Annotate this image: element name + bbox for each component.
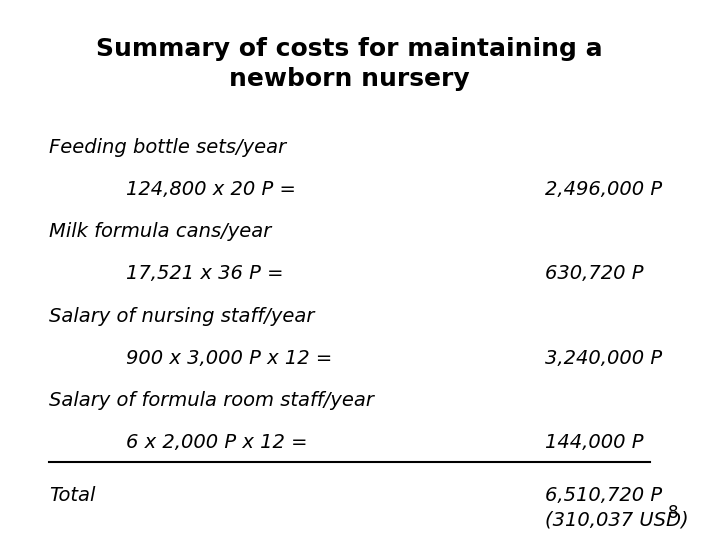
Text: 630,720 P: 630,720 P <box>545 265 644 284</box>
Text: 17,521 x 36 P =: 17,521 x 36 P = <box>126 265 284 284</box>
Text: Milk formula cans/year: Milk formula cans/year <box>49 222 271 241</box>
Text: 6 x 2,000 P x 12 =: 6 x 2,000 P x 12 = <box>126 433 307 451</box>
Text: 900 x 3,000 P x 12 =: 900 x 3,000 P x 12 = <box>126 349 332 368</box>
Text: 124,800 x 20 P =: 124,800 x 20 P = <box>126 180 296 199</box>
Text: 2,496,000 P: 2,496,000 P <box>545 180 662 199</box>
Text: Summary of costs for maintaining a
newborn nursery: Summary of costs for maintaining a newbo… <box>96 37 603 91</box>
Text: Salary of formula room staff/year: Salary of formula room staff/year <box>49 390 374 410</box>
Text: Salary of nursing staff/year: Salary of nursing staff/year <box>49 307 315 326</box>
Text: 144,000 P: 144,000 P <box>545 433 644 451</box>
Text: 8: 8 <box>667 503 678 522</box>
Text: Total: Total <box>49 486 95 505</box>
Text: Feeding bottle sets/year: Feeding bottle sets/year <box>49 138 286 157</box>
Text: 3,240,000 P: 3,240,000 P <box>545 349 662 368</box>
Text: 6,510,720 P
(310,037 USD): 6,510,720 P (310,037 USD) <box>545 486 689 530</box>
